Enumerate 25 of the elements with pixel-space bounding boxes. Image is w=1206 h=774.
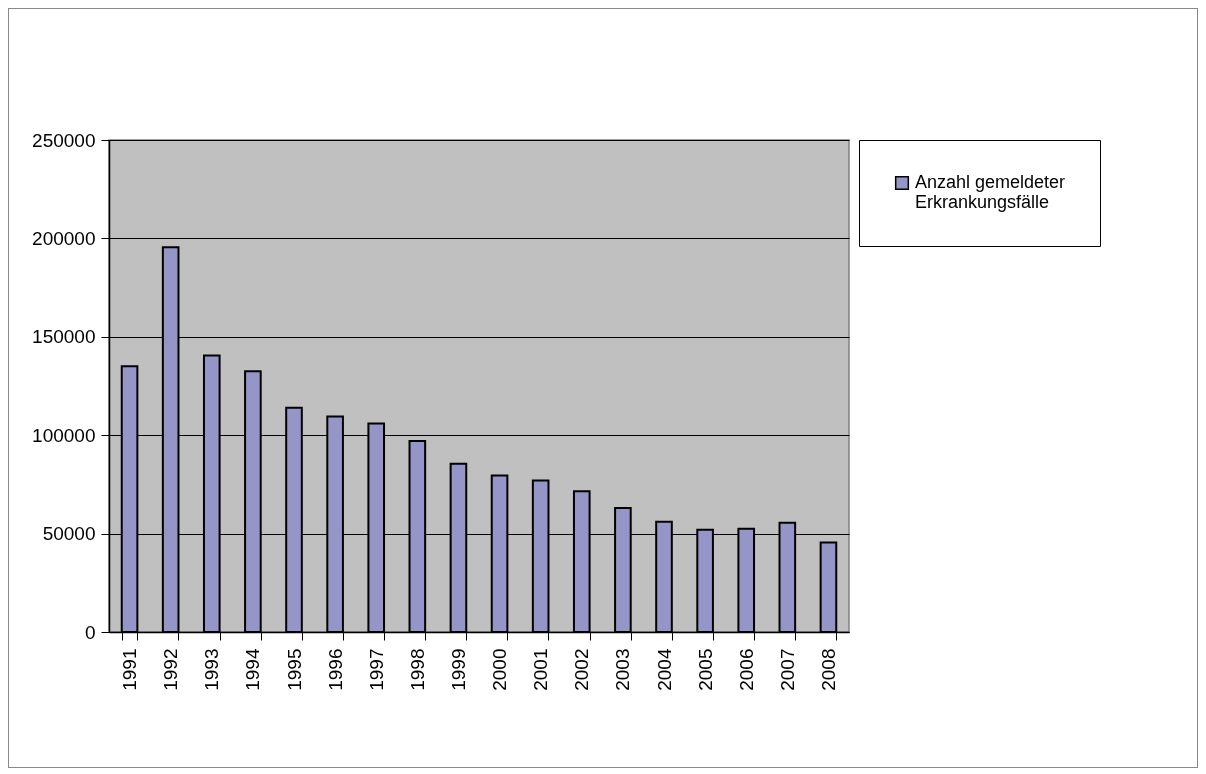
x-tick-label: 2003 bbox=[612, 648, 634, 691]
legend-label: Anzahl gemeldeter Erkrankungsfälle bbox=[915, 172, 1066, 212]
x-tick-label: 1992 bbox=[160, 648, 182, 691]
x-tick-label: 1999 bbox=[447, 648, 469, 691]
x-tick-label: 1991 bbox=[119, 648, 141, 691]
y-tick-label: 50000 bbox=[42, 523, 96, 545]
y-tick-label: 150000 bbox=[32, 326, 96, 348]
x-tick-label: 1993 bbox=[201, 648, 223, 691]
x-tick-label: 1996 bbox=[324, 648, 346, 691]
x-tick-label: 2000 bbox=[489, 648, 511, 691]
y-tick-label: 100000 bbox=[32, 424, 96, 446]
y-tick-label: 200000 bbox=[32, 227, 96, 249]
y-tick-label: 0 bbox=[84, 621, 96, 643]
x-tick-label: 1994 bbox=[242, 648, 264, 691]
x-tick-label: 1998 bbox=[406, 648, 428, 691]
y-tick-label: 250000 bbox=[32, 129, 96, 151]
x-tick-label: 2005 bbox=[694, 648, 716, 691]
x-tick-label: 1997 bbox=[365, 648, 387, 691]
x-tick-label: 2007 bbox=[776, 648, 798, 691]
x-tick-label: 2002 bbox=[571, 648, 593, 691]
x-tick-label: 2006 bbox=[735, 648, 757, 691]
x-tick-label: 2001 bbox=[530, 648, 552, 691]
x-tick-label: 2008 bbox=[817, 648, 839, 691]
x-tick-label: 2004 bbox=[653, 648, 675, 691]
x-tick-label: 1995 bbox=[283, 648, 305, 691]
